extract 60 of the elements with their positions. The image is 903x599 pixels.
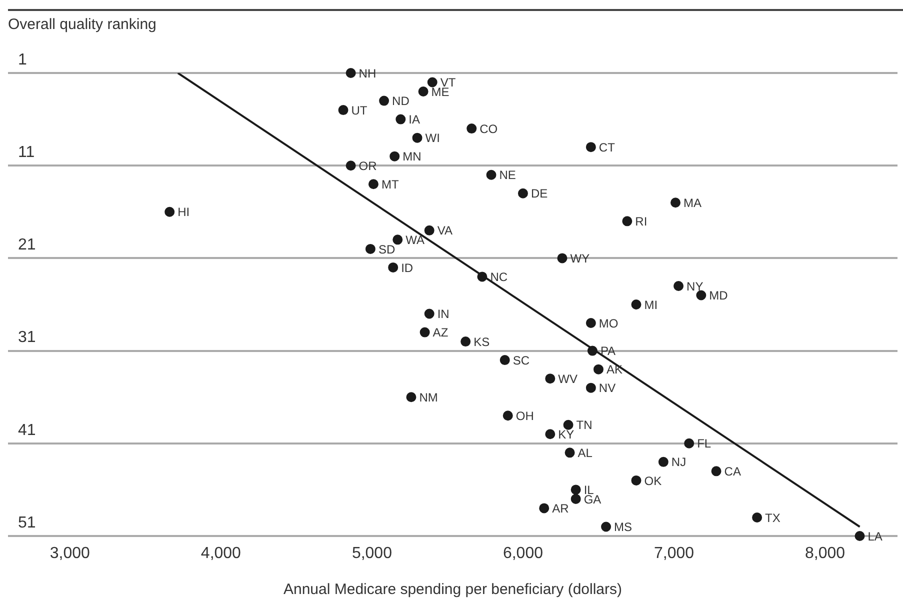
annotation: MN: [402, 150, 422, 164]
annotation: VA: [437, 224, 452, 238]
annotation: NV: [598, 381, 616, 396]
x-tick-label: 3,000: [50, 545, 90, 562]
y-tick-label: 1: [18, 51, 27, 68]
annotation: MS: [614, 520, 632, 534]
annotation: NJ: [671, 455, 686, 470]
x-tick-label: 6,000: [502, 545, 544, 562]
annotation: OR: [358, 158, 378, 173]
annotation: TN: [576, 418, 592, 432]
annotation: ND: [392, 94, 410, 108]
annotation: MD: [709, 288, 728, 303]
annotation: RI: [635, 214, 648, 228]
annotation: NE: [499, 168, 516, 182]
annotation: MT: [381, 177, 400, 192]
annotation: AR: [552, 502, 570, 516]
annotation: IA: [408, 112, 420, 127]
annotation: NH: [358, 66, 376, 80]
annotation: AZ: [432, 326, 448, 340]
annotation: HI: [178, 205, 190, 220]
annotation: CA: [724, 464, 741, 478]
annotation: TX: [765, 510, 780, 525]
annotation: AK: [606, 362, 622, 377]
annotation: MI: [644, 298, 658, 312]
x-tick-label: 7,000: [654, 545, 694, 562]
annotation: CO: [480, 122, 498, 136]
x-tick-label: 5,000: [352, 545, 392, 562]
annotation: LA: [868, 529, 882, 544]
y-axis-title: Overall quality ranking: [8, 16, 156, 33]
x-axis-title: Annual Medicare spending per beneficiary (dollars): [283, 581, 622, 598]
annotation: SC: [512, 353, 530, 368]
annotation: NC: [490, 270, 508, 284]
annotation: SD: [378, 242, 396, 256]
annotation: KS: [474, 334, 490, 349]
x-tick-label: 8,000: [804, 545, 846, 562]
annotation: CT: [598, 140, 616, 154]
y-tick-label: 11: [18, 144, 35, 162]
annotation: OK: [644, 474, 662, 488]
annotation: KY: [558, 427, 574, 442]
annotation: WY: [570, 252, 590, 266]
y-tick-label: 21: [18, 236, 36, 254]
annotation: MO: [598, 316, 618, 330]
annotation: PA: [600, 344, 616, 358]
annotation: IN: [437, 307, 450, 322]
annotation: WV: [558, 372, 578, 386]
annotation: MA: [684, 196, 702, 210]
annotation: AL: [578, 446, 593, 460]
annotation: ID: [401, 260, 414, 275]
annotation: OH: [516, 408, 534, 423]
annotation: NY: [686, 279, 704, 294]
x-tick-label: 4,000: [200, 545, 242, 562]
annotation: FL: [697, 436, 712, 451]
y-tick-label: 41: [18, 422, 36, 439]
annotation: DE: [530, 186, 548, 201]
annotation: UT: [351, 103, 368, 118]
y-tick-label: 31: [18, 329, 36, 346]
annotation: WI: [425, 131, 440, 146]
annotation: WA: [406, 232, 425, 247]
y-tick-label: 51: [18, 514, 36, 532]
annotation: NM: [419, 390, 438, 404]
